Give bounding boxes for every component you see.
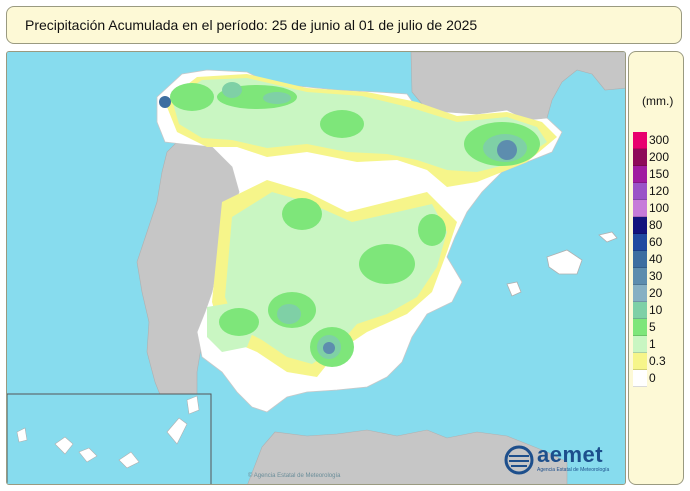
legend-label: 5	[649, 320, 656, 334]
legend-swatch	[633, 336, 647, 353]
canary-island-3	[78, 447, 98, 463]
legend-swatch	[633, 370, 647, 387]
legend-swatch	[633, 149, 647, 166]
canary-island-4	[118, 451, 140, 469]
legend-label: 80	[649, 218, 663, 232]
legend-label: 0.3	[649, 354, 666, 368]
map-title: Precipitación Acumulada en el período: 2…	[25, 17, 478, 33]
legend-label: 300	[649, 133, 670, 147]
precip-blue-galicia	[159, 96, 171, 108]
canary-island-1	[16, 427, 28, 443]
legend-label: 40	[649, 252, 663, 266]
legend-swatch	[633, 132, 647, 149]
precip-green-galicia	[170, 83, 214, 111]
legend-label: 150	[649, 167, 670, 181]
precip-green-iberico	[418, 214, 446, 246]
canary-island-6	[186, 395, 200, 415]
map-watermark: © Agencia Estatal de Meteorología	[248, 473, 341, 479]
legend-swatch	[633, 268, 647, 285]
precip-green-basque	[320, 110, 364, 138]
aemet-logo-icon	[504, 445, 534, 475]
legend-swatch	[633, 200, 647, 217]
legend-swatch	[633, 234, 647, 251]
legend-swatch	[633, 251, 647, 268]
legend-label: 1	[649, 337, 656, 351]
legend-swatch	[633, 166, 647, 183]
legend-swatch	[633, 353, 647, 370]
precip-teal-north	[222, 82, 242, 98]
precip-blue-andalucia	[323, 342, 335, 354]
precip-green-madrid	[359, 244, 415, 284]
aemet-logo-word: aemet	[537, 442, 604, 467]
title-bar: Precipitación Acumulada en el período: 2…	[6, 6, 682, 44]
precip-blue-pyrenees	[497, 140, 517, 160]
balearic-menorca	[598, 231, 618, 243]
aemet-logo: aemet Agencia Estatal de Meteorología	[503, 442, 623, 480]
map-frame	[6, 51, 626, 485]
balearic-mallorca	[546, 249, 583, 275]
legend-swatch	[633, 285, 647, 302]
legend-swatch	[633, 302, 647, 319]
legend-label: 100	[649, 201, 670, 215]
legend-label: 0	[649, 371, 656, 385]
legend-ticks: 300 200 150 120 100 80 60 40 30 20 10 5 1 0.3 0	[649, 132, 669, 387]
africa-land	[247, 429, 568, 484]
legend-label: 120	[649, 184, 670, 198]
legend: (mm.) 300 200 150 120 100 80 60 40 30 20 10 5 1 0.3 0	[628, 51, 684, 485]
canary-inset	[7, 393, 212, 484]
legend-label: 30	[649, 269, 663, 283]
precip-teal-asturias	[263, 92, 291, 104]
legend-swatch	[633, 217, 647, 234]
precipitation-map	[7, 52, 625, 484]
precip-green-west	[219, 308, 259, 336]
canary-island-5	[166, 417, 188, 445]
legend-label: 60	[649, 235, 663, 249]
legend-swatches	[633, 132, 647, 387]
aemet-logo-subtitle: Agencia Estatal de Meteorología	[537, 467, 610, 473]
legend-swatch	[633, 183, 647, 200]
canary-island-2	[54, 436, 74, 455]
legend-label: 10	[649, 303, 663, 317]
legend-label: 20	[649, 286, 663, 300]
balearic-ibiza	[506, 281, 522, 297]
legend-unit: (mm.)	[642, 94, 674, 108]
precip-teal-extremadura	[277, 304, 301, 324]
legend-swatch	[633, 319, 647, 336]
precip-green-castilla	[282, 198, 322, 230]
legend-label: 200	[649, 150, 670, 164]
